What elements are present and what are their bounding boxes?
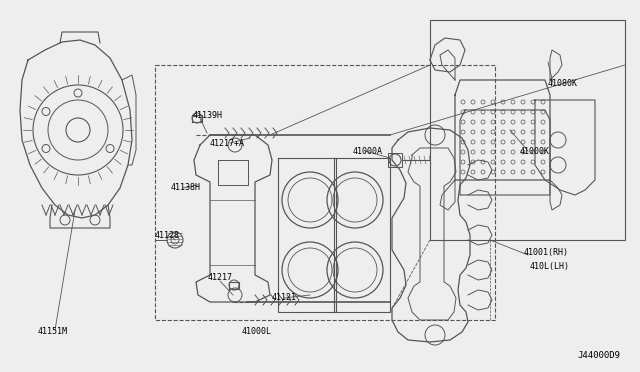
Text: 41000L: 41000L [242,327,272,337]
Text: 41217: 41217 [208,273,233,282]
Text: 41000K: 41000K [520,148,550,157]
Text: 410L(LH): 410L(LH) [530,263,570,272]
Bar [430,20,625,240]
Text: 41217+A: 41217+A [210,138,245,148]
Text: 41128: 41128 [155,231,180,241]
Text: 41151M: 41151M [38,327,68,337]
Text: 41001(RH): 41001(RH) [524,248,569,257]
Text: 41000A: 41000A [353,148,383,157]
Text: 41138H: 41138H [171,183,201,192]
Bar [155,65,495,320]
Text: 41139H: 41139H [193,110,223,119]
Text: J44000D9: J44000D9 [577,351,620,360]
Text: 41121: 41121 [272,292,297,301]
Text: 41080K: 41080K [548,80,578,89]
